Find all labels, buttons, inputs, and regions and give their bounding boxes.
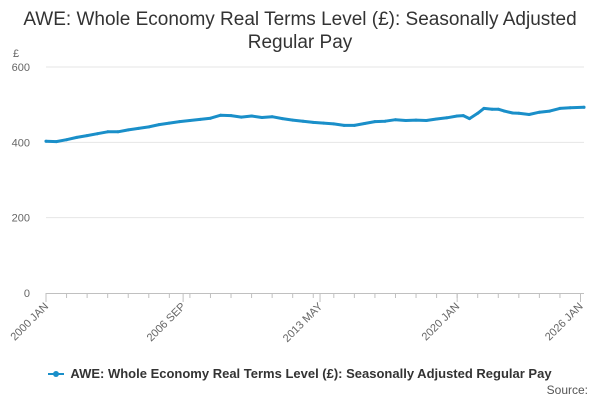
data-point <box>106 130 110 134</box>
x-tick-label: 2000 JAN <box>8 301 51 344</box>
data-point <box>490 107 494 111</box>
data-point <box>44 139 48 143</box>
x-tick-label: 2026 JAN <box>543 301 586 344</box>
data-point <box>476 111 480 115</box>
data-point <box>291 118 295 122</box>
legend[interactable]: AWE: Whole Economy Real Terms Level (£):… <box>0 366 600 381</box>
data-point <box>116 130 120 134</box>
data-point <box>342 123 346 127</box>
data-point <box>352 123 356 127</box>
data-point <box>373 120 377 124</box>
data-point <box>260 116 264 119</box>
source-label: Source: <box>546 383 588 397</box>
data-point <box>482 106 486 110</box>
gridlines <box>46 66 584 219</box>
y-tick-label: 0 <box>24 288 30 300</box>
legend-label: AWE: Whole Economy Real Terms Level (£):… <box>70 366 552 381</box>
y-axis-unit: £ <box>13 48 19 60</box>
data-point <box>137 126 140 130</box>
data-point <box>322 121 325 125</box>
chart-title: AWE: Whole Economy Real Terms Level (£):… <box>23 9 577 53</box>
tick-labels: 0 200 400 600 £2000 JAN 2006 SEP 2013 MAY 2020 … <box>8 48 585 345</box>
data-point <box>85 134 89 138</box>
data-point <box>54 140 58 144</box>
data-point <box>209 116 212 120</box>
data-point <box>280 117 284 121</box>
series-line <box>44 105 586 144</box>
data-point <box>311 120 315 124</box>
data-point <box>445 116 449 120</box>
data-point <box>239 115 243 119</box>
data-point <box>126 128 130 132</box>
legend-symbol <box>48 369 65 379</box>
data-point <box>229 114 233 118</box>
data-point <box>496 107 500 111</box>
data-point <box>178 120 182 124</box>
data-point <box>250 114 254 118</box>
data-point <box>511 111 515 115</box>
series-layer[interactable] <box>44 105 586 144</box>
data-point <box>424 119 428 122</box>
y-tick-label: 200 <box>12 213 30 225</box>
data-point <box>558 106 562 110</box>
data-point <box>582 105 586 109</box>
data-point <box>468 117 471 121</box>
x-tick-label: 2013 MAY <box>281 300 326 345</box>
data-point <box>568 106 572 110</box>
x-tick-label: 2006 SEP <box>145 301 189 345</box>
x-tick-label: 2020 JAN <box>420 301 463 344</box>
data-point <box>414 118 418 122</box>
data-point <box>188 119 192 122</box>
data-point <box>219 113 223 117</box>
data-point <box>95 132 99 136</box>
data-point <box>75 135 79 139</box>
data-point <box>517 111 521 115</box>
data-point <box>404 119 408 122</box>
data-point <box>167 121 171 125</box>
data-point <box>461 114 465 118</box>
data-point <box>332 122 336 126</box>
data-point <box>301 119 305 123</box>
data-point <box>394 118 397 122</box>
y-tick-label: 400 <box>12 137 30 149</box>
data-point <box>435 117 439 121</box>
data-point <box>270 115 274 119</box>
y-tick-label: 600 <box>12 62 30 74</box>
data-point <box>455 114 459 118</box>
data-point <box>527 113 531 116</box>
data-point <box>198 117 202 121</box>
data-point <box>537 110 541 114</box>
data-point <box>157 123 161 127</box>
data-point <box>548 109 552 113</box>
x-axis <box>45 293 584 302</box>
legend-marker <box>53 370 60 377</box>
data-point <box>363 122 367 125</box>
data-point <box>502 109 506 113</box>
data-point <box>65 138 69 142</box>
data-point <box>147 125 151 129</box>
data-point <box>383 119 387 123</box>
